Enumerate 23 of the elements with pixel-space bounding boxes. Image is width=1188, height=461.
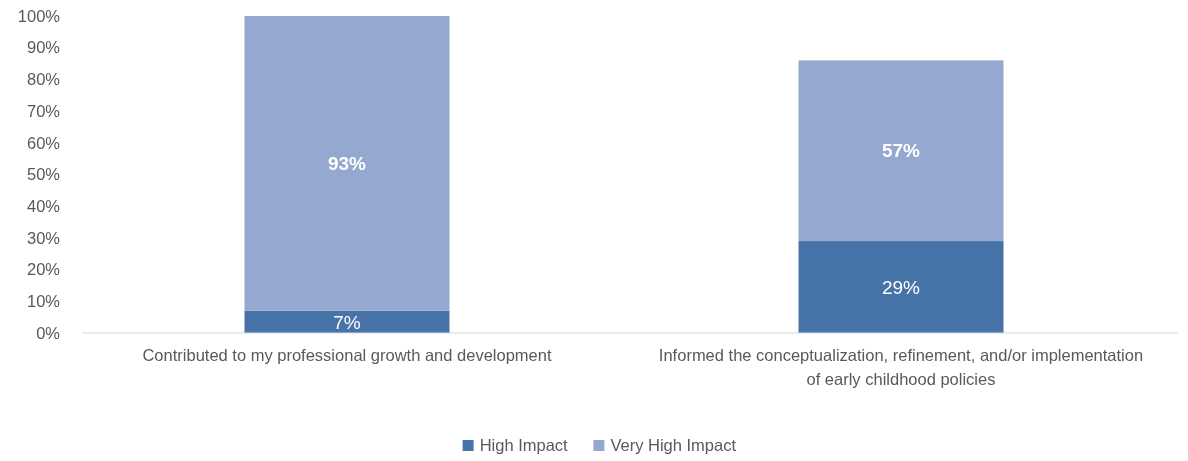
data-label: 29%: [881, 276, 921, 298]
bar: [244, 310, 450, 333]
y-tick-label: 0%: [36, 323, 61, 342]
x-tick-label: Informed the conceptualization, refinement, and/or implementation of early childhood policies: [658, 346, 1144, 388]
y-tick-label: 40%: [26, 196, 61, 215]
x-tick-label: Contributed to my professional growth and development: [142, 346, 552, 364]
legend-label: Very High Impact: [610, 436, 737, 455]
bar: [798, 241, 1004, 333]
y-tick-label: 50%: [26, 165, 61, 184]
y-tick-label: 70%: [26, 101, 61, 120]
y-tick-label: 60%: [26, 133, 61, 152]
data-label: 7%: [333, 311, 361, 333]
bar: [798, 60, 1004, 242]
data-label: 57%: [881, 140, 921, 162]
y-tick-label: 90%: [26, 38, 61, 57]
y-tick-label: 10%: [26, 292, 61, 311]
y-tick-label: 30%: [26, 228, 61, 247]
legend-label: High Impact: [479, 436, 569, 455]
data-label: 93%: [327, 153, 367, 175]
y-tick-label: 100%: [17, 6, 61, 25]
bar: [244, 16, 450, 311]
y-tick-label: 20%: [26, 260, 61, 279]
y-tick-label: 80%: [26, 70, 61, 89]
